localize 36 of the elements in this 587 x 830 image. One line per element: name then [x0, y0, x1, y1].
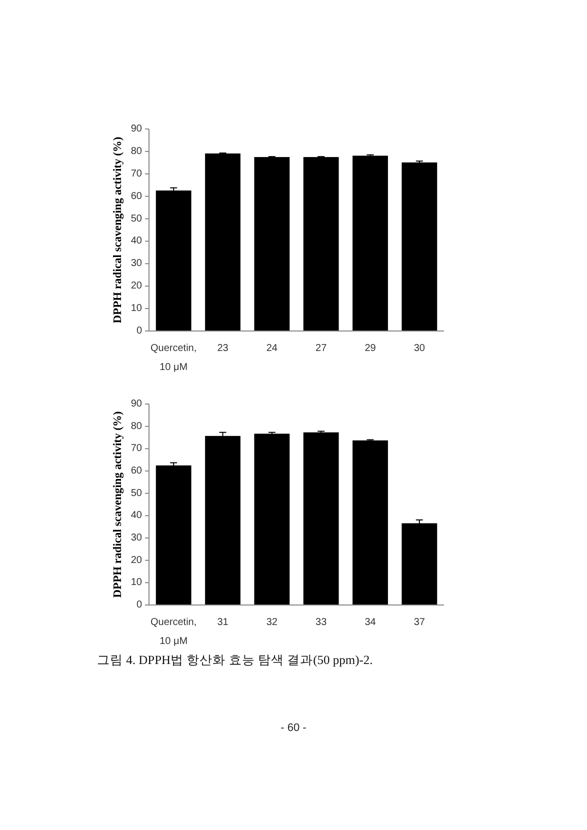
y-axis-title: DPPH radical scavenging activity (%) [112, 411, 124, 598]
y-tick-label: 40 [130, 510, 142, 522]
y-tick-label: 30 [130, 532, 142, 544]
y-tick-label: 10 [130, 303, 142, 314]
x-tick-label: 37 [414, 617, 426, 628]
y-tick-label: 70 [130, 443, 142, 454]
y-axis-title: DPPH radical scavenging activity (%) [112, 136, 124, 324]
y-tick-label: 90 [130, 398, 142, 410]
y-tick-label: 0 [136, 600, 142, 610]
y-tick-label: 90 [130, 124, 142, 134]
x-tick-label: Quercetin, 10 μM [150, 617, 197, 647]
x-tick-label: 24 [266, 343, 278, 354]
y-tick-label: 20 [130, 280, 142, 292]
y-tick-label: 60 [130, 466, 142, 476]
x-tick-label: 29 [364, 343, 376, 354]
y-tick-label: 0 [136, 326, 142, 336]
y-tick-label: 50 [130, 213, 142, 224]
x-tick-label: 31 [217, 617, 229, 628]
text: - 60 - [280, 722, 307, 734]
x-tick-label: 30 [414, 343, 426, 354]
x-tick-label: 34 [364, 617, 376, 628]
y-tick-label: 40 [130, 236, 142, 247]
x-tick-label: 32 [266, 617, 278, 628]
y-tick-label: 60 [130, 190, 142, 202]
caption: 그림 4. DPPH법 항산화 효능 탐색 결과(50 ppm)-2. [97, 653, 373, 667]
y-tick-label: 50 [130, 488, 142, 499]
x-tick-label: 23 [217, 343, 229, 354]
y-tick-label: 10 [130, 577, 142, 588]
x-tick-label: 33 [316, 617, 328, 628]
y-tick-label: 30 [130, 258, 142, 270]
y-tick-label: 80 [130, 146, 142, 157]
y-tick-label: 80 [130, 420, 142, 432]
x-tick-label: Quercetin, 10 μM [150, 343, 197, 373]
y-tick-label: 20 [130, 554, 142, 566]
y-tick-label: 70 [130, 168, 142, 180]
x-tick-label: 27 [316, 343, 328, 354]
